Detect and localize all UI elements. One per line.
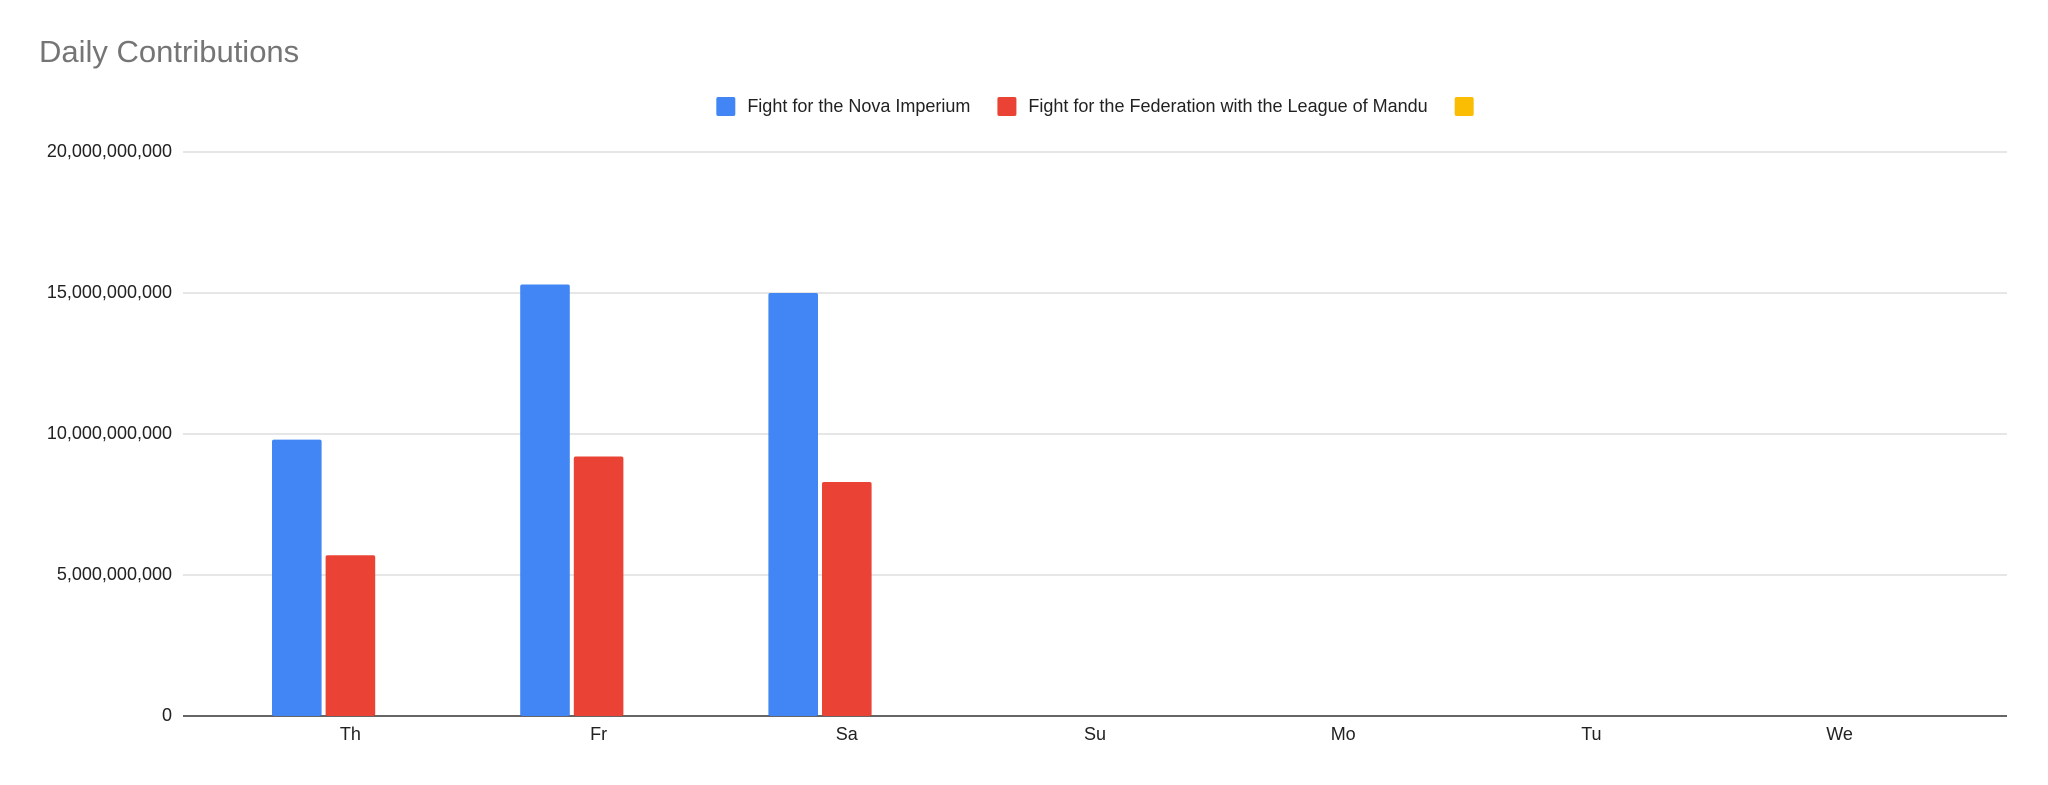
x-tick-label: Th <box>340 724 361 744</box>
x-tick-label: Tu <box>1581 724 1601 744</box>
x-tick-label: Mo <box>1331 724 1356 744</box>
legend-label: Fight for the Nova Imperium <box>747 96 970 116</box>
bar <box>573 456 624 716</box>
y-tick-label: 5,000,000,000 <box>57 564 172 584</box>
legend-swatch <box>716 97 736 116</box>
chart-title: Daily Contributions <box>39 34 299 69</box>
legend-label: Fight for the Federation with the League… <box>1028 96 1427 116</box>
bar <box>325 555 376 716</box>
bar <box>822 481 872 716</box>
bar <box>520 284 570 716</box>
bar <box>768 293 818 716</box>
y-tick-label: 10,000,000,000 <box>47 423 172 443</box>
legend-swatch <box>997 97 1017 116</box>
x-tick-label: Su <box>1084 724 1106 744</box>
x-tick-label: Sa <box>836 724 859 744</box>
y-tick-label: 0 <box>162 705 172 725</box>
x-tick-label: Fr <box>590 724 607 744</box>
bar <box>272 439 322 716</box>
x-tick-label: We <box>1826 724 1853 744</box>
y-tick-label: 15,000,000,000 <box>47 282 172 302</box>
y-tick-label: 20,000,000,000 <box>47 141 172 161</box>
legend-swatch <box>1454 97 1474 116</box>
